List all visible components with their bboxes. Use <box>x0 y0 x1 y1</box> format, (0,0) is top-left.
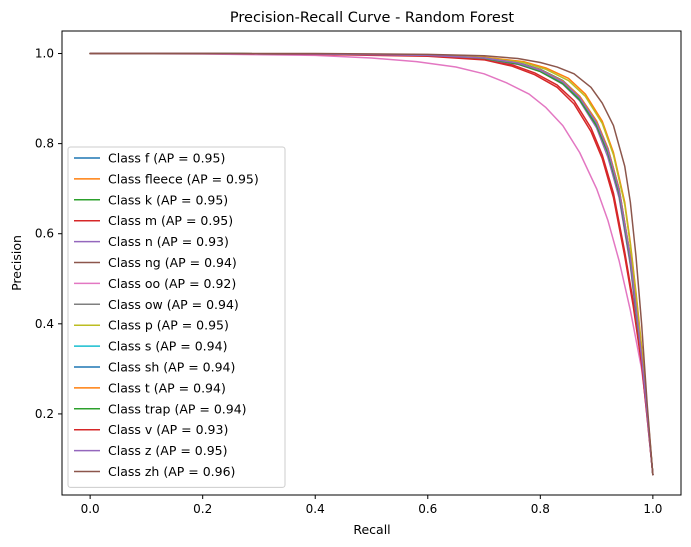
x-tick-label-5: 1.0 <box>643 502 662 516</box>
legend-label-0: Class f (AP = 0.95) <box>108 151 225 166</box>
legend-label-10: Class sh (AP = 0.94) <box>108 360 235 375</box>
chart-title: Precision-Recall Curve - Random Forest <box>230 10 514 26</box>
x-tick-label-1: 0.2 <box>193 502 212 516</box>
legend: Class f (AP = 0.95) Class fleece (AP = 0.… <box>67 146 286 488</box>
legend-label-14: Class z (AP = 0.95) <box>108 443 228 458</box>
legend-label-2: Class k (AP = 0.95) <box>108 192 228 207</box>
x-tick-label-3: 0.6 <box>418 502 437 516</box>
legend-label-1: Class fleece (AP = 0.95) <box>108 171 259 186</box>
plot-lines <box>89 52 654 476</box>
legend-label-8: Class p (AP = 0.95) <box>108 318 229 333</box>
series-line-13 <box>89 52 654 476</box>
x-tick-label-2: 0.4 <box>306 502 325 516</box>
series-line-6 <box>89 52 654 476</box>
legend-label-7: Class ow (AP = 0.94) <box>108 297 239 312</box>
legend-label-4: Class n (AP = 0.93) <box>108 234 229 249</box>
y-tick-label-0: 0.2 <box>35 407 54 421</box>
y-tick-label-2: 0.6 <box>35 227 54 241</box>
legend-frame <box>67 146 286 488</box>
legend-label-3: Class m (AP = 0.95) <box>108 213 233 228</box>
x-tick-label-4: 0.8 <box>531 502 550 516</box>
legend-label-9: Class s (AP = 0.94) <box>108 339 227 354</box>
y-tick-label-4: 1.0 <box>35 47 54 61</box>
legend-label-6: Class oo (AP = 0.92) <box>108 276 236 291</box>
x-axis-label: Recall <box>353 522 390 537</box>
legend-label-13: Class v (AP = 0.93) <box>108 422 228 437</box>
legend-label-15: Class zh (AP = 0.96) <box>108 464 235 479</box>
x-axis: 0.0 0.2 0.4 0.6 0.8 1.0 <box>81 495 662 516</box>
y-tick-label-3: 0.8 <box>35 137 54 151</box>
y-tick-label-1: 0.4 <box>35 317 54 331</box>
legend-label-11: Class t (AP = 0.94) <box>108 380 226 395</box>
legend-label-5: Class ng (AP = 0.94) <box>108 255 237 270</box>
plot-frame <box>61 30 682 496</box>
y-axis: 0.2 0.4 0.6 0.8 1.0 <box>35 47 62 421</box>
legend-label-12: Class trap (AP = 0.94) <box>108 401 247 416</box>
series-line-15 <box>89 52 654 476</box>
x-tick-label-0: 0.0 <box>81 502 100 516</box>
y-axis-label: Precision <box>9 235 24 291</box>
